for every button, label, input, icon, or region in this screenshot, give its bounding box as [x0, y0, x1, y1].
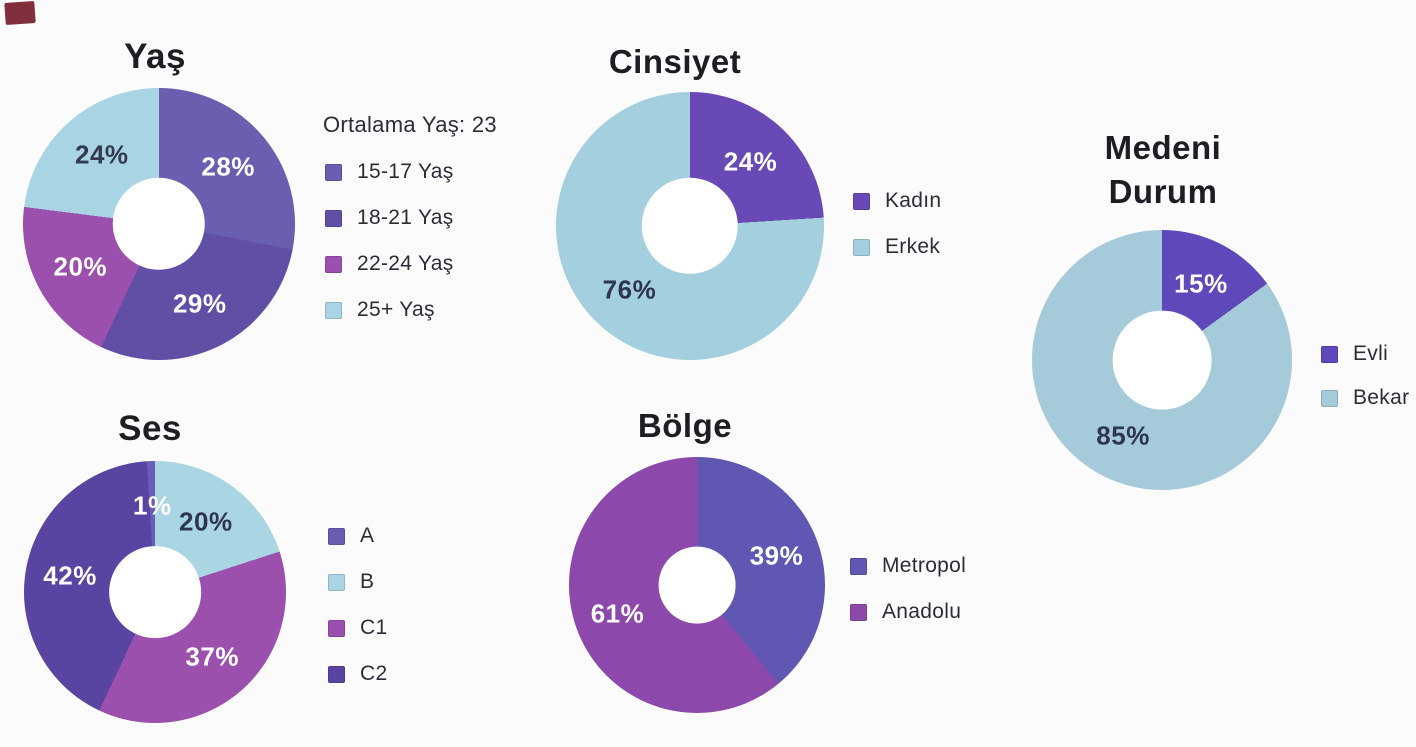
donut-hole: [109, 546, 201, 638]
legend-label: 25+ Yaş: [357, 298, 435, 321]
legend-swatch-icon: [328, 573, 345, 591]
legend-label: A: [360, 524, 375, 547]
legend-label: Erkek: [885, 235, 941, 258]
legend-swatch-icon: [850, 557, 867, 575]
donut-marital-status: 15% 85%: [1032, 230, 1292, 490]
legend-item: A: [328, 524, 387, 548]
slice-value-label: 15%: [1174, 268, 1228, 299]
legend-item: Erkek: [853, 235, 941, 259]
legend-age: 15-17 Yaş 18-21 Yaş 22-24 Yaş 25+ Yaş: [325, 160, 454, 322]
slice-value-label: 20%: [179, 506, 233, 537]
slice-value-label: 24%: [75, 139, 129, 170]
slice-value-label: 61%: [590, 598, 645, 629]
slice-value-label: 28%: [201, 151, 255, 182]
legend-swatch-icon: [853, 238, 870, 256]
slice-value-label: 29%: [172, 288, 227, 319]
legend-item: C1: [328, 616, 387, 640]
slice-value-label: 1%: [132, 490, 172, 521]
slice-value-label: 39%: [749, 540, 804, 571]
legend-swatch-icon: [325, 209, 342, 227]
legend-swatch-icon: [328, 665, 345, 683]
average-age-note: Ortalama Yaş: 23: [323, 112, 497, 137]
donut-region: 39% 61%: [569, 457, 825, 713]
chart-title: Ses: [118, 409, 182, 448]
slice-value-label: 76%: [602, 274, 657, 305]
legend-swatch-icon: [325, 163, 342, 181]
donut-hole: [658, 546, 736, 624]
legend-label: 22-24 Yaş: [357, 252, 454, 275]
legend-item: 15-17 Yaş: [325, 160, 454, 184]
legend-label: Evli: [1353, 342, 1389, 365]
slice-value-label: 42%: [43, 560, 97, 591]
donut-hole: [112, 177, 206, 271]
legend-item: B: [328, 570, 387, 594]
legend-item: Anadolu: [850, 600, 966, 624]
slice-value-label: 85%: [1096, 420, 1150, 451]
legend-ses: A B C1 C2: [328, 524, 387, 686]
legend-label: Kadın: [885, 189, 942, 212]
legend-label: Metropol: [882, 554, 967, 577]
legend-item: 22-24 Yaş: [325, 252, 454, 276]
chart-title: Cinsiyet: [608, 43, 742, 80]
chart-title: Medeni Durum: [1104, 129, 1222, 210]
donut-hole: [641, 177, 739, 275]
legend-item: C2: [328, 662, 387, 686]
legend-swatch-icon: [850, 603, 867, 621]
legend-region: Metropol Anadolu: [850, 554, 966, 624]
legend-label: C1: [360, 616, 388, 639]
legend-item: Kadın: [853, 189, 941, 213]
legend-item: Metropol: [850, 554, 966, 578]
chart-title: Bölge: [637, 407, 733, 444]
donut-gender: 24% 76%: [556, 92, 824, 360]
legend-item: Evli: [1321, 342, 1409, 366]
legend-swatch-icon: [1321, 389, 1338, 407]
slice-value-label: 37%: [185, 641, 239, 672]
legend-label: 18-21 Yaş: [357, 206, 454, 229]
donut-ses: 20% 37% 42% 1%: [24, 461, 286, 723]
legend-swatch-icon: [328, 527, 345, 545]
legend-label: Bekar: [1353, 386, 1410, 409]
legend-item: 18-21 Yaş: [325, 206, 454, 230]
legend-item: 25+ Yaş: [325, 298, 454, 322]
legend-gender: Kadın Erkek: [853, 189, 941, 259]
legend-swatch-icon: [1321, 345, 1338, 363]
legend-label: B: [360, 570, 375, 593]
legend-label: 15-17 Yaş: [357, 160, 454, 183]
legend-label: Anadolu: [882, 600, 962, 623]
legend-swatch-icon: [325, 301, 342, 319]
slice-value-label: 24%: [723, 146, 778, 177]
legend-swatch-icon: [325, 255, 342, 273]
legend-label: C2: [360, 662, 388, 685]
legend-marital-status: Evli Bekar: [1321, 342, 1409, 410]
legend-swatch-icon: [328, 619, 345, 637]
chart-title: Yaş: [124, 37, 186, 76]
legend-item: Bekar: [1321, 386, 1409, 410]
donut-hole: [1112, 310, 1212, 410]
legend-swatch-icon: [853, 192, 870, 210]
donut-age: 28% 29% 20% 24%: [23, 88, 295, 360]
slice-value-label: 20%: [53, 251, 108, 282]
